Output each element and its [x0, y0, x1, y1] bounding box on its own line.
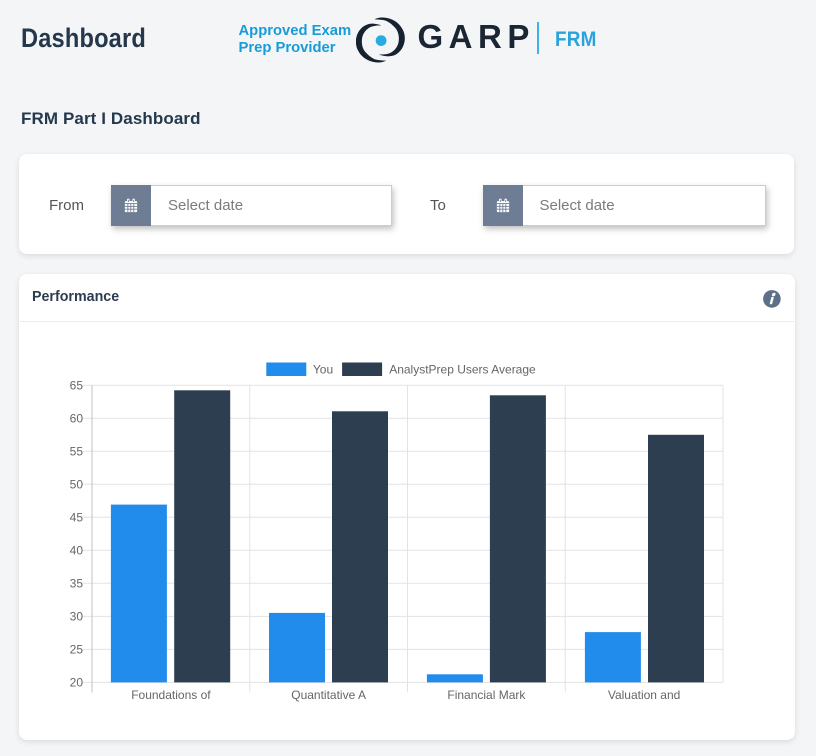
svg-text:You: You	[313, 363, 333, 377]
svg-text:20: 20	[70, 676, 84, 690]
svg-text:Foundations of: Foundations of	[131, 688, 211, 702]
svg-text:65: 65	[70, 378, 84, 392]
svg-text:Quantitative A: Quantitative A	[291, 688, 366, 702]
svg-text:40: 40	[70, 544, 84, 558]
svg-text:AnalystPrep Users Average: AnalystPrep Users Average	[389, 363, 536, 377]
svg-text:50: 50	[70, 478, 84, 492]
svg-text:25: 25	[70, 643, 84, 657]
svg-text:35: 35	[70, 577, 84, 591]
svg-text:Financial Mark: Financial Mark	[447, 688, 526, 702]
svg-text:30: 30	[70, 610, 84, 624]
svg-text:Valuation and: Valuation and	[608, 688, 681, 702]
svg-text:45: 45	[70, 511, 84, 525]
svg-text:60: 60	[70, 411, 84, 425]
svg-text:55: 55	[70, 445, 84, 459]
